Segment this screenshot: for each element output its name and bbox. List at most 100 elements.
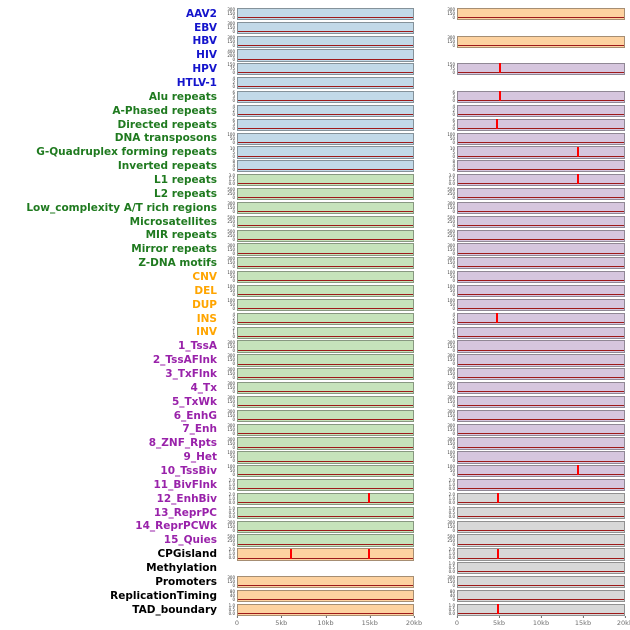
signal-baseline	[458, 571, 624, 573]
y-axis-tick-labels: 300 150 0	[221, 382, 237, 394]
y-tick-label: 250	[447, 218, 455, 224]
y-tick-label: 2.0	[228, 547, 235, 553]
row-label: DUP	[192, 298, 217, 311]
left-panel-wrap: 10 5 0	[221, 146, 414, 159]
y-tick-label: 1.0	[448, 602, 455, 608]
y-tick-label: 0	[232, 402, 235, 408]
y-tick-label: 250	[227, 191, 235, 197]
signal-baseline	[458, 363, 624, 365]
y-tick-label: 80	[449, 589, 455, 595]
y-tick-label: 8	[452, 159, 455, 165]
y-tick-label: 50	[449, 288, 455, 294]
track-panel-right	[457, 118, 625, 131]
row-label: 2_TssAFlnk	[152, 354, 217, 367]
y-axis-tick-labels: 1.0 0.5 0.0	[441, 602, 457, 616]
right-panel-wrap: 80 40 0	[441, 589, 625, 603]
y-tick-label: 0	[452, 125, 455, 131]
track-panel-left	[237, 465, 414, 478]
row-label: 8_ZNF_Rpts	[148, 437, 217, 450]
track-row: AAV2 300 150 0 300 150 0	[0, 7, 625, 21]
signal-baseline	[458, 391, 624, 393]
x-tick-label: 5kb	[275, 616, 288, 627]
row-label: INV	[196, 326, 217, 339]
track-panel-right	[457, 174, 625, 187]
right-panel-wrap: 100 50 0	[441, 297, 625, 312]
y-axis-tick-labels: 300 150 0	[441, 7, 457, 20]
y-tick-label: 0	[452, 597, 455, 603]
signal-baseline	[458, 377, 624, 379]
track-row: 2_TssAFlnk 300 150 0 300 150 0	[0, 353, 625, 367]
y-tick-label: 1.0	[448, 496, 455, 501]
right-panel-wrap: 300 150 0	[441, 382, 625, 395]
y-tick-label: 0	[232, 527, 235, 533]
track-panel-left	[237, 243, 414, 256]
track-panel-left	[237, 104, 414, 118]
signal-baseline	[458, 488, 624, 490]
track-panel-right	[457, 298, 625, 312]
feature-spike	[496, 548, 499, 559]
y-tick-label: 0.5	[448, 565, 455, 571]
y-axis-tick-labels: 300 150 0	[441, 34, 457, 48]
row-label: MIR repeats	[145, 229, 217, 242]
right-panel-wrap: 300 150 0	[441, 34, 625, 48]
track-panel-left	[237, 90, 414, 104]
y-axis-tick-labels: 100 50 0	[221, 285, 237, 297]
right-panel-wrap: 500 250 0	[441, 229, 625, 242]
track-panel-right	[457, 589, 625, 603]
y-tick-label: 50	[229, 135, 235, 141]
y-axis-tick-labels: 100 50 0	[221, 451, 237, 463]
y-tick-label: 300	[227, 20, 235, 26]
track-panel-right	[457, 506, 625, 519]
track-row: 1_TssA 300 150 0 300 150 0	[0, 340, 625, 354]
y-tick-label: 0	[452, 472, 455, 478]
y-tick-label: 300	[447, 34, 455, 40]
track-row: L1 repeats 3.0 1.5 0.0 3.0 1.5 0.0	[0, 173, 625, 187]
y-tick-label: 0	[232, 430, 235, 436]
signal-baseline	[458, 529, 624, 531]
right-panel-wrap	[441, 77, 625, 89]
left-panel-wrap: 150 75 0	[221, 63, 414, 76]
y-tick-label: 0	[232, 333, 235, 339]
y-axis-tick-labels: 300 150 0	[221, 409, 237, 422]
y-tick-label: 0.5	[448, 509, 455, 515]
track-row: TAD_boundary 1.0 0.5 0.0 1.0 0.5 0.0	[0, 603, 625, 617]
y-tick-label: 0	[452, 195, 455, 201]
signal-baseline	[238, 585, 413, 587]
track-panel-left	[237, 603, 414, 616]
left-panel-wrap: 300 150 0	[221, 368, 414, 381]
y-tick-label: 300	[227, 256, 235, 262]
track-panel-right	[457, 395, 625, 409]
y-tick-label: 150	[447, 385, 455, 391]
signal-baseline	[458, 44, 624, 46]
y-tick-label: 0	[452, 375, 455, 381]
track-panel-left	[237, 7, 414, 21]
x-tick-label: 5kb	[492, 616, 506, 627]
y-tick-label: 50	[229, 288, 235, 294]
left-panel-wrap: 300 150 0	[221, 354, 414, 367]
y-tick-label: 4	[452, 103, 455, 109]
y-axis-tick-labels: 300 150 0	[221, 257, 237, 269]
track-panel-right	[457, 271, 625, 284]
y-tick-label: 100	[447, 297, 455, 303]
y-tick-label: 0	[232, 319, 235, 325]
y-tick-label: 0	[232, 347, 235, 353]
y-tick-label: 6	[232, 117, 235, 123]
y-tick-label: 0	[232, 375, 235, 381]
track-panel-left	[237, 382, 414, 395]
y-tick-label: 300	[227, 519, 235, 525]
y-tick-label: 0	[232, 416, 235, 422]
track-panel-left	[237, 409, 414, 422]
y-tick-label: 3	[232, 94, 235, 100]
y-axis-tick-labels: 300 150 0	[441, 520, 457, 533]
y-tick-label: 50	[449, 454, 455, 460]
feature-spike	[496, 603, 499, 614]
y-tick-label: 2	[232, 80, 235, 86]
y-tick-label: 0	[232, 195, 235, 201]
left-panel-wrap: 300 150 0	[221, 20, 414, 34]
track-row: HIV 400 200 0	[0, 49, 625, 63]
